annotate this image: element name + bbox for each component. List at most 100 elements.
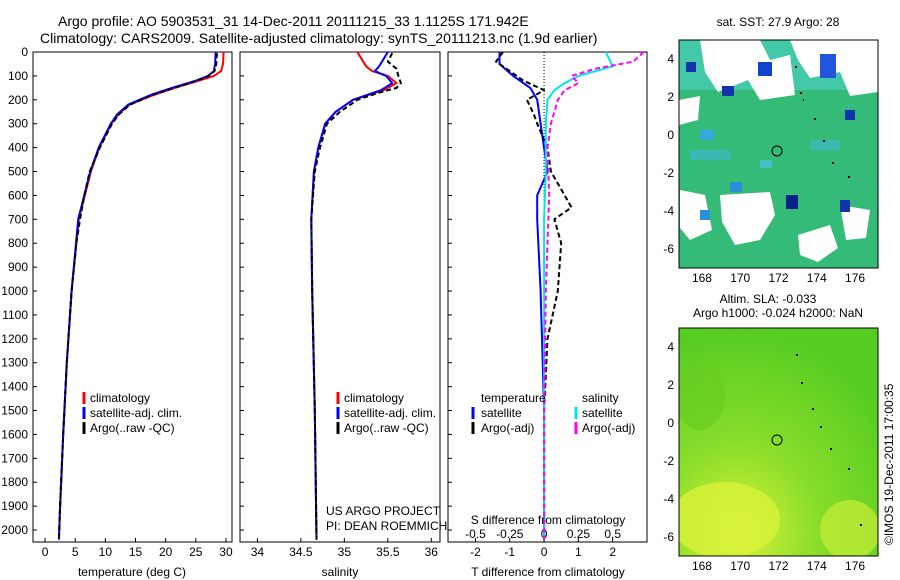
x-tick-label: -2 (470, 545, 481, 559)
x-tick-label: 15 (129, 545, 143, 559)
project-credit-line1: US ARGO PROJECT (326, 504, 441, 518)
island-markers (795, 66, 862, 526)
salinity-legend-climatology: climatology (344, 391, 404, 405)
y-tick-label: 1600 (1, 427, 28, 441)
x-tick-label: 172 (768, 271, 788, 285)
y-tick-label: -2 (663, 454, 674, 468)
x-tick-label: 35 (338, 545, 352, 559)
top-x-tick-label: -0.25 (496, 527, 524, 541)
y-tick-label: 900 (8, 260, 28, 274)
x-tick-label: 36 (425, 545, 439, 559)
y-tick-label: 600 (8, 188, 28, 202)
series-line-argo-raw-qc- (310, 52, 402, 540)
x-tick-label: 168 (692, 559, 712, 573)
difference-top-xlabel: S difference from climatology (471, 513, 626, 527)
series-line-salinity-satellite (543, 51, 614, 540)
x-tick-label: 34.5 (289, 545, 313, 559)
temperature-xlabel: temperature (deg C) (78, 565, 186, 579)
x-tick-label: 176 (845, 559, 865, 573)
y-tick-label: -6 (663, 242, 674, 256)
x-tick-label: 2 (609, 545, 616, 559)
series-line-satellite-adj-clim- (310, 51, 394, 540)
x-tick-label: 1 (575, 545, 582, 559)
difference-legend-salinity-header: salinity (582, 391, 619, 405)
y-tick-label: 0 (667, 128, 674, 142)
x-tick-label: 34 (251, 545, 265, 559)
x-tick-label: 170 (730, 271, 750, 285)
difference-xlabel: T difference from climatology (471, 565, 625, 579)
profile-lines (57, 51, 645, 540)
series-line-salinity-argo-adj- (543, 51, 645, 540)
x-tick-label: 30 (219, 545, 233, 559)
salinity-legend: climatology satellite-adj. clim. Argo(..… (336, 391, 436, 435)
salinity-plot-frame (239, 51, 441, 543)
x-tick-label: 168 (692, 271, 712, 285)
x-tick-label: 10 (99, 545, 113, 559)
sla-map-frame (678, 327, 879, 557)
sla-float-marker (771, 434, 783, 446)
sst-float-marker (771, 145, 783, 157)
y-tick-label: 400 (8, 141, 28, 155)
series-line-temperature-argo-adj- (495, 51, 573, 540)
y-tick-label: -4 (663, 492, 674, 506)
sst-map-title: sat. SST: 27.9 Argo: 28 (717, 15, 840, 29)
difference-legend-temp-satellite: satellite (481, 406, 522, 420)
difference-plot-frame (447, 51, 648, 543)
x-tick-label: 35.5 (376, 545, 400, 559)
temperature-legend-climatology: climatology (90, 391, 150, 405)
top-x-tick-label: 0.5 (604, 527, 621, 541)
x-tick-label: -1 (504, 545, 515, 559)
sla-map-title-line2: Argo h1000: -0.024 h2000: NaN (693, 306, 863, 320)
y-tick-label: -6 (663, 530, 674, 544)
x-tick-label: 174 (807, 271, 827, 285)
temperature-legend: climatology satellite-adj. clim. Argo(..… (82, 391, 182, 435)
y-tick-label: 4 (667, 52, 674, 66)
y-tick-label: -4 (663, 204, 674, 218)
x-tick-label: 20 (159, 545, 173, 559)
figure-title-line2: Climatology: CARS2009. Satellite-adjuste… (40, 30, 597, 46)
sst-map-image (679, 40, 878, 268)
x-tick-label: 174 (807, 559, 827, 573)
series-line-climatology (57, 51, 225, 540)
figure-title-line1: Argo profile: AO 5903531_31 14-Dec-2011 … (58, 13, 529, 29)
difference-legend-temperature-header: temperature (481, 391, 546, 405)
salinity-legend-argo: Argo(..raw -QC) (344, 421, 429, 435)
y-tick-label: 1100 (2, 308, 28, 322)
y-tick-label: 1800 (1, 475, 28, 489)
y-tick-label: 1300 (1, 356, 28, 370)
y-tick-label: 1500 (1, 404, 28, 418)
y-tick-label: 2 (667, 90, 674, 104)
difference-legend-sal-argo: Argo(-adj) (582, 421, 635, 435)
x-tick-label: 25 (189, 545, 203, 559)
y-tick-label: 800 (8, 236, 28, 250)
x-tick-label: 172 (768, 559, 788, 573)
sla-map-image (679, 328, 878, 556)
y-tick-label: 1700 (1, 451, 28, 465)
y-tick-label: 0 (21, 45, 28, 59)
y-tick-label: 2000 (1, 523, 28, 537)
temperature-legend-argo: Argo(..raw -QC) (90, 421, 175, 435)
y-tick-label: -2 (663, 166, 674, 180)
imos-timestamp: ©IMOS 19-Dec-2011 17:00:35 (882, 383, 896, 545)
sla-map-title-line1: Altim. SLA: -0.033 (720, 292, 817, 306)
y-tick-label: 1400 (1, 380, 28, 394)
y-tick-label: 500 (8, 165, 28, 179)
top-x-tick-label: -0.5 (465, 527, 486, 541)
salinity-xlabel: salinity (322, 565, 359, 579)
y-tick-label: 1000 (1, 284, 28, 298)
y-tick-label: 1900 (1, 499, 28, 513)
y-tick-label: 200 (8, 93, 28, 107)
temperature-legend-satellite: satellite-adj. clim. (90, 406, 182, 420)
series-line-argo-raw-qc- (57, 53, 218, 540)
y-tick-label: 2 (667, 378, 674, 392)
top-x-tick-label: 0.25 (567, 527, 591, 541)
sst-map-frame (678, 39, 879, 269)
x-tick-label: 0 (42, 545, 49, 559)
y-tick-label: 100 (8, 69, 28, 83)
y-tick-label: 300 (8, 117, 28, 131)
x-tick-label: 5 (72, 545, 79, 559)
difference-legend: temperature salinity satellite Argo(-adj… (471, 391, 635, 435)
y-tick-label: 1200 (1, 332, 28, 346)
y-tick-label: 0 (667, 416, 674, 430)
